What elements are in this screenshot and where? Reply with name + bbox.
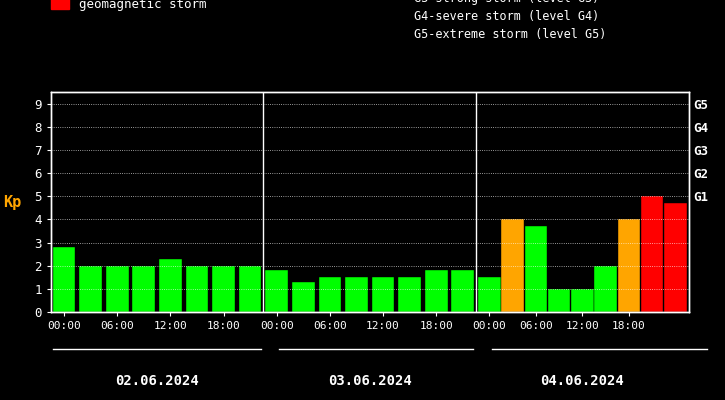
Bar	[425, 270, 447, 312]
Bar	[186, 266, 208, 312]
Bar	[133, 266, 155, 312]
Bar	[525, 226, 547, 312]
Text: 03.06.2024: 03.06.2024	[328, 374, 412, 388]
Bar	[239, 266, 262, 312]
Text: Kp: Kp	[4, 194, 22, 210]
Text: 02.06.2024: 02.06.2024	[115, 374, 199, 388]
Bar	[212, 266, 235, 312]
Bar	[372, 277, 394, 312]
Bar	[478, 277, 501, 312]
Legend: geomagnetic calm, geomagnetic disturbances, geomagnetic storm: geomagnetic calm, geomagnetic disturbanc…	[51, 0, 260, 11]
Bar	[345, 277, 368, 312]
Bar	[79, 266, 102, 312]
Bar	[106, 266, 128, 312]
Text: 04.06.2024: 04.06.2024	[541, 374, 624, 388]
Bar	[641, 196, 663, 312]
Bar	[318, 277, 341, 312]
Bar	[594, 266, 617, 312]
Bar	[548, 289, 571, 312]
Bar	[292, 282, 315, 312]
Bar	[618, 219, 640, 312]
Text: G1-minor storm (level G1)
G2-moderate storm (level G2)
G3-strong storm (level G3: G1-minor storm (level G1) G2-moderate st…	[415, 0, 614, 40]
Bar	[398, 277, 421, 312]
Bar	[571, 289, 594, 312]
Bar	[664, 203, 687, 312]
Bar	[159, 259, 182, 312]
Bar	[53, 247, 75, 312]
Bar	[265, 270, 288, 312]
Bar	[452, 270, 474, 312]
Bar	[501, 219, 524, 312]
